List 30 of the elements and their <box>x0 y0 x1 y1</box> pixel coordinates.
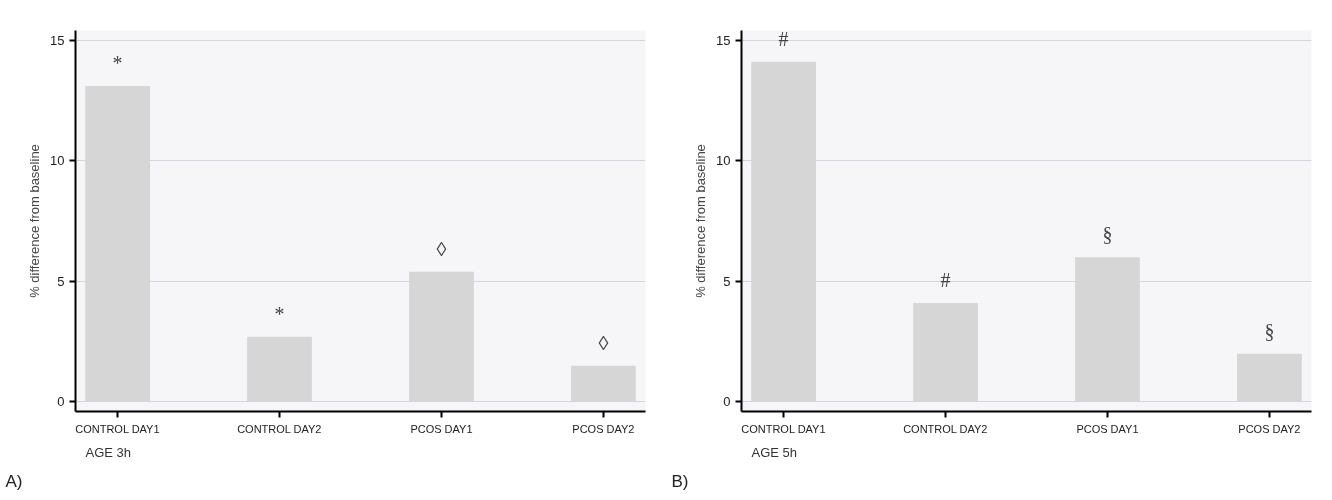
x-tick-label: PCOS DAY2 <box>572 422 635 435</box>
x-tick-label: CONTROL DAY1 <box>741 422 826 435</box>
annotation: ◊ <box>598 331 609 354</box>
annotation: * <box>112 51 123 74</box>
y-tick-label: 5 <box>57 273 65 289</box>
y-axis-title: % difference from baseline <box>693 144 709 298</box>
text: AGE 3h <box>85 444 132 460</box>
x-tick-label: PCOS DAY2 <box>1238 422 1301 435</box>
y-tick-label: 5 <box>723 273 731 289</box>
text: B) <box>671 471 689 491</box>
text: A) <box>5 471 23 491</box>
annotation: * <box>274 302 285 325</box>
annotation: # <box>940 268 951 291</box>
annotation: § <box>1264 319 1275 342</box>
y-axis-title: % difference from baseline <box>27 144 43 298</box>
x-tick-label: PCOS DAY1 <box>410 422 473 435</box>
y-tick-label: 10 <box>716 153 731 169</box>
x-tick-label: CONTROL DAY1 <box>75 422 160 435</box>
text: AGE 5h <box>751 444 798 460</box>
y-tick-label: 15 <box>716 32 731 48</box>
y-tick-label: 0 <box>57 394 65 410</box>
y-tick-label: 15 <box>50 32 65 48</box>
y-tick-label: 10 <box>50 153 65 169</box>
x-tick-label: CONTROL DAY2 <box>237 422 322 435</box>
y-tick-label: 0 <box>723 394 731 410</box>
annotation: ◊ <box>436 237 447 260</box>
x-tick-label: PCOS DAY1 <box>1076 422 1139 435</box>
annotation: # <box>778 27 789 50</box>
annotation: § <box>1102 223 1113 246</box>
x-tick-label: CONTROL DAY2 <box>903 422 988 435</box>
